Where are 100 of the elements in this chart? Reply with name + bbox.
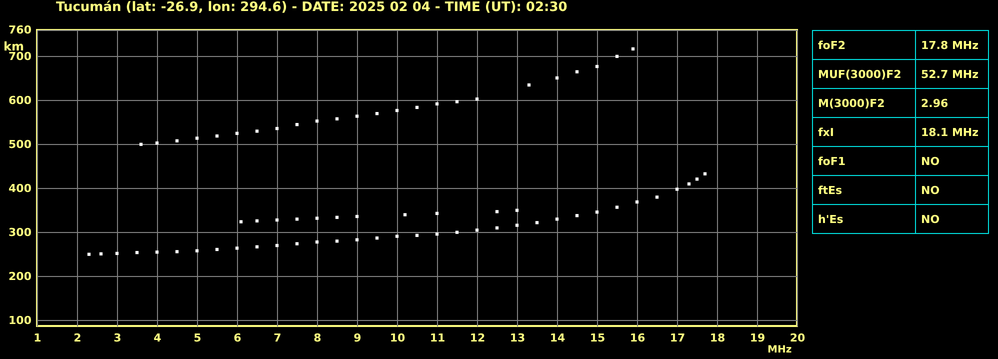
point bbox=[275, 244, 279, 248]
x-tick-label: 20 bbox=[790, 332, 806, 344]
point bbox=[575, 214, 579, 218]
point bbox=[527, 83, 531, 87]
x-tick-label: 11 bbox=[430, 332, 446, 344]
x-tick-label: 12 bbox=[470, 332, 486, 344]
point bbox=[295, 122, 299, 126]
y-tick-label: 400 bbox=[8, 182, 32, 195]
point bbox=[195, 136, 199, 140]
point bbox=[135, 250, 139, 254]
x-tick-label: 3 bbox=[114, 332, 122, 344]
point bbox=[415, 106, 419, 109]
text: 18.1 MHz bbox=[916, 118, 988, 146]
point bbox=[631, 47, 635, 50]
x-tick-label: 1 bbox=[34, 332, 42, 344]
x-tick-label: 4 bbox=[154, 332, 162, 344]
point bbox=[315, 240, 319, 244]
text: 17.8 MHz bbox=[916, 30, 988, 60]
x-tick-label: 18 bbox=[710, 332, 726, 344]
point bbox=[555, 218, 559, 221]
x-tick-label: 6 bbox=[234, 332, 242, 344]
point bbox=[395, 234, 399, 238]
point bbox=[435, 212, 439, 215]
text: ftEs bbox=[812, 176, 916, 204]
point bbox=[375, 236, 379, 240]
point bbox=[515, 208, 519, 212]
point bbox=[315, 216, 319, 220]
x-tick-label: 2 bbox=[74, 332, 82, 344]
point bbox=[87, 252, 91, 256]
x-tick-label: 8 bbox=[314, 332, 322, 344]
point bbox=[435, 102, 439, 106]
text: h'Es bbox=[812, 204, 916, 234]
point bbox=[255, 219, 259, 222]
point bbox=[175, 139, 179, 142]
point bbox=[615, 54, 619, 58]
point bbox=[635, 200, 639, 204]
point bbox=[335, 240, 339, 243]
x-tick-label: 5 bbox=[194, 332, 202, 344]
point bbox=[139, 142, 143, 146]
point bbox=[215, 134, 219, 138]
point bbox=[703, 172, 707, 176]
text: foF1 bbox=[812, 146, 916, 176]
point bbox=[655, 196, 659, 199]
point bbox=[415, 234, 419, 237]
point bbox=[315, 119, 319, 123]
point bbox=[535, 221, 539, 224]
point bbox=[335, 117, 339, 120]
point bbox=[115, 252, 119, 256]
point bbox=[235, 132, 239, 135]
point bbox=[355, 214, 359, 218]
x-tick-label: 15 bbox=[590, 332, 606, 344]
y-tick-label: 200 bbox=[8, 270, 32, 283]
x-tick-label: 13 bbox=[510, 332, 526, 344]
text: NO bbox=[916, 176, 988, 204]
point bbox=[403, 213, 407, 216]
point bbox=[155, 250, 159, 254]
point bbox=[335, 216, 339, 219]
point bbox=[595, 64, 599, 68]
point bbox=[239, 220, 243, 224]
point bbox=[455, 230, 459, 234]
chart-title: Tucumán (lat: -26.9, lon: 294.6) - DATE: 2025 02 04 - TIME (UT): 02:30 bbox=[56, 0, 568, 15]
text: foF2 bbox=[812, 30, 916, 60]
point bbox=[215, 248, 219, 252]
point bbox=[375, 112, 379, 116]
y-tick-label: 600 bbox=[8, 94, 32, 107]
y-tick-label: 300 bbox=[8, 226, 32, 239]
point bbox=[615, 206, 619, 209]
point bbox=[355, 114, 359, 118]
point bbox=[155, 141, 159, 145]
text: 2.96 bbox=[916, 88, 988, 118]
y-tick-label: 700 bbox=[8, 50, 32, 63]
text: NO bbox=[916, 146, 988, 176]
point bbox=[255, 245, 259, 248]
point bbox=[435, 232, 439, 236]
point bbox=[99, 252, 103, 256]
point bbox=[295, 242, 299, 246]
x-axis-title: MHz bbox=[768, 344, 792, 356]
x-tick-label: 14 bbox=[550, 332, 566, 344]
text: M(3000)F2 bbox=[812, 88, 916, 118]
point bbox=[675, 188, 679, 191]
point bbox=[495, 210, 499, 214]
text: fxI bbox=[812, 118, 916, 146]
point bbox=[575, 70, 579, 74]
point bbox=[687, 182, 691, 186]
point bbox=[395, 108, 399, 112]
x-tick-label: 19 bbox=[750, 332, 766, 344]
text: MUF(3000)F2 bbox=[812, 60, 916, 88]
point bbox=[695, 178, 699, 181]
point bbox=[255, 130, 259, 133]
text: 52.7 MHz bbox=[916, 60, 988, 88]
point bbox=[195, 249, 199, 252]
point bbox=[555, 76, 559, 80]
point bbox=[295, 218, 299, 221]
point bbox=[275, 218, 279, 222]
x-tick-label: 9 bbox=[354, 332, 362, 344]
point bbox=[275, 126, 279, 130]
point bbox=[235, 246, 239, 250]
text: NO bbox=[916, 204, 988, 234]
point bbox=[455, 100, 459, 104]
x-tick-label: 16 bbox=[630, 332, 646, 344]
